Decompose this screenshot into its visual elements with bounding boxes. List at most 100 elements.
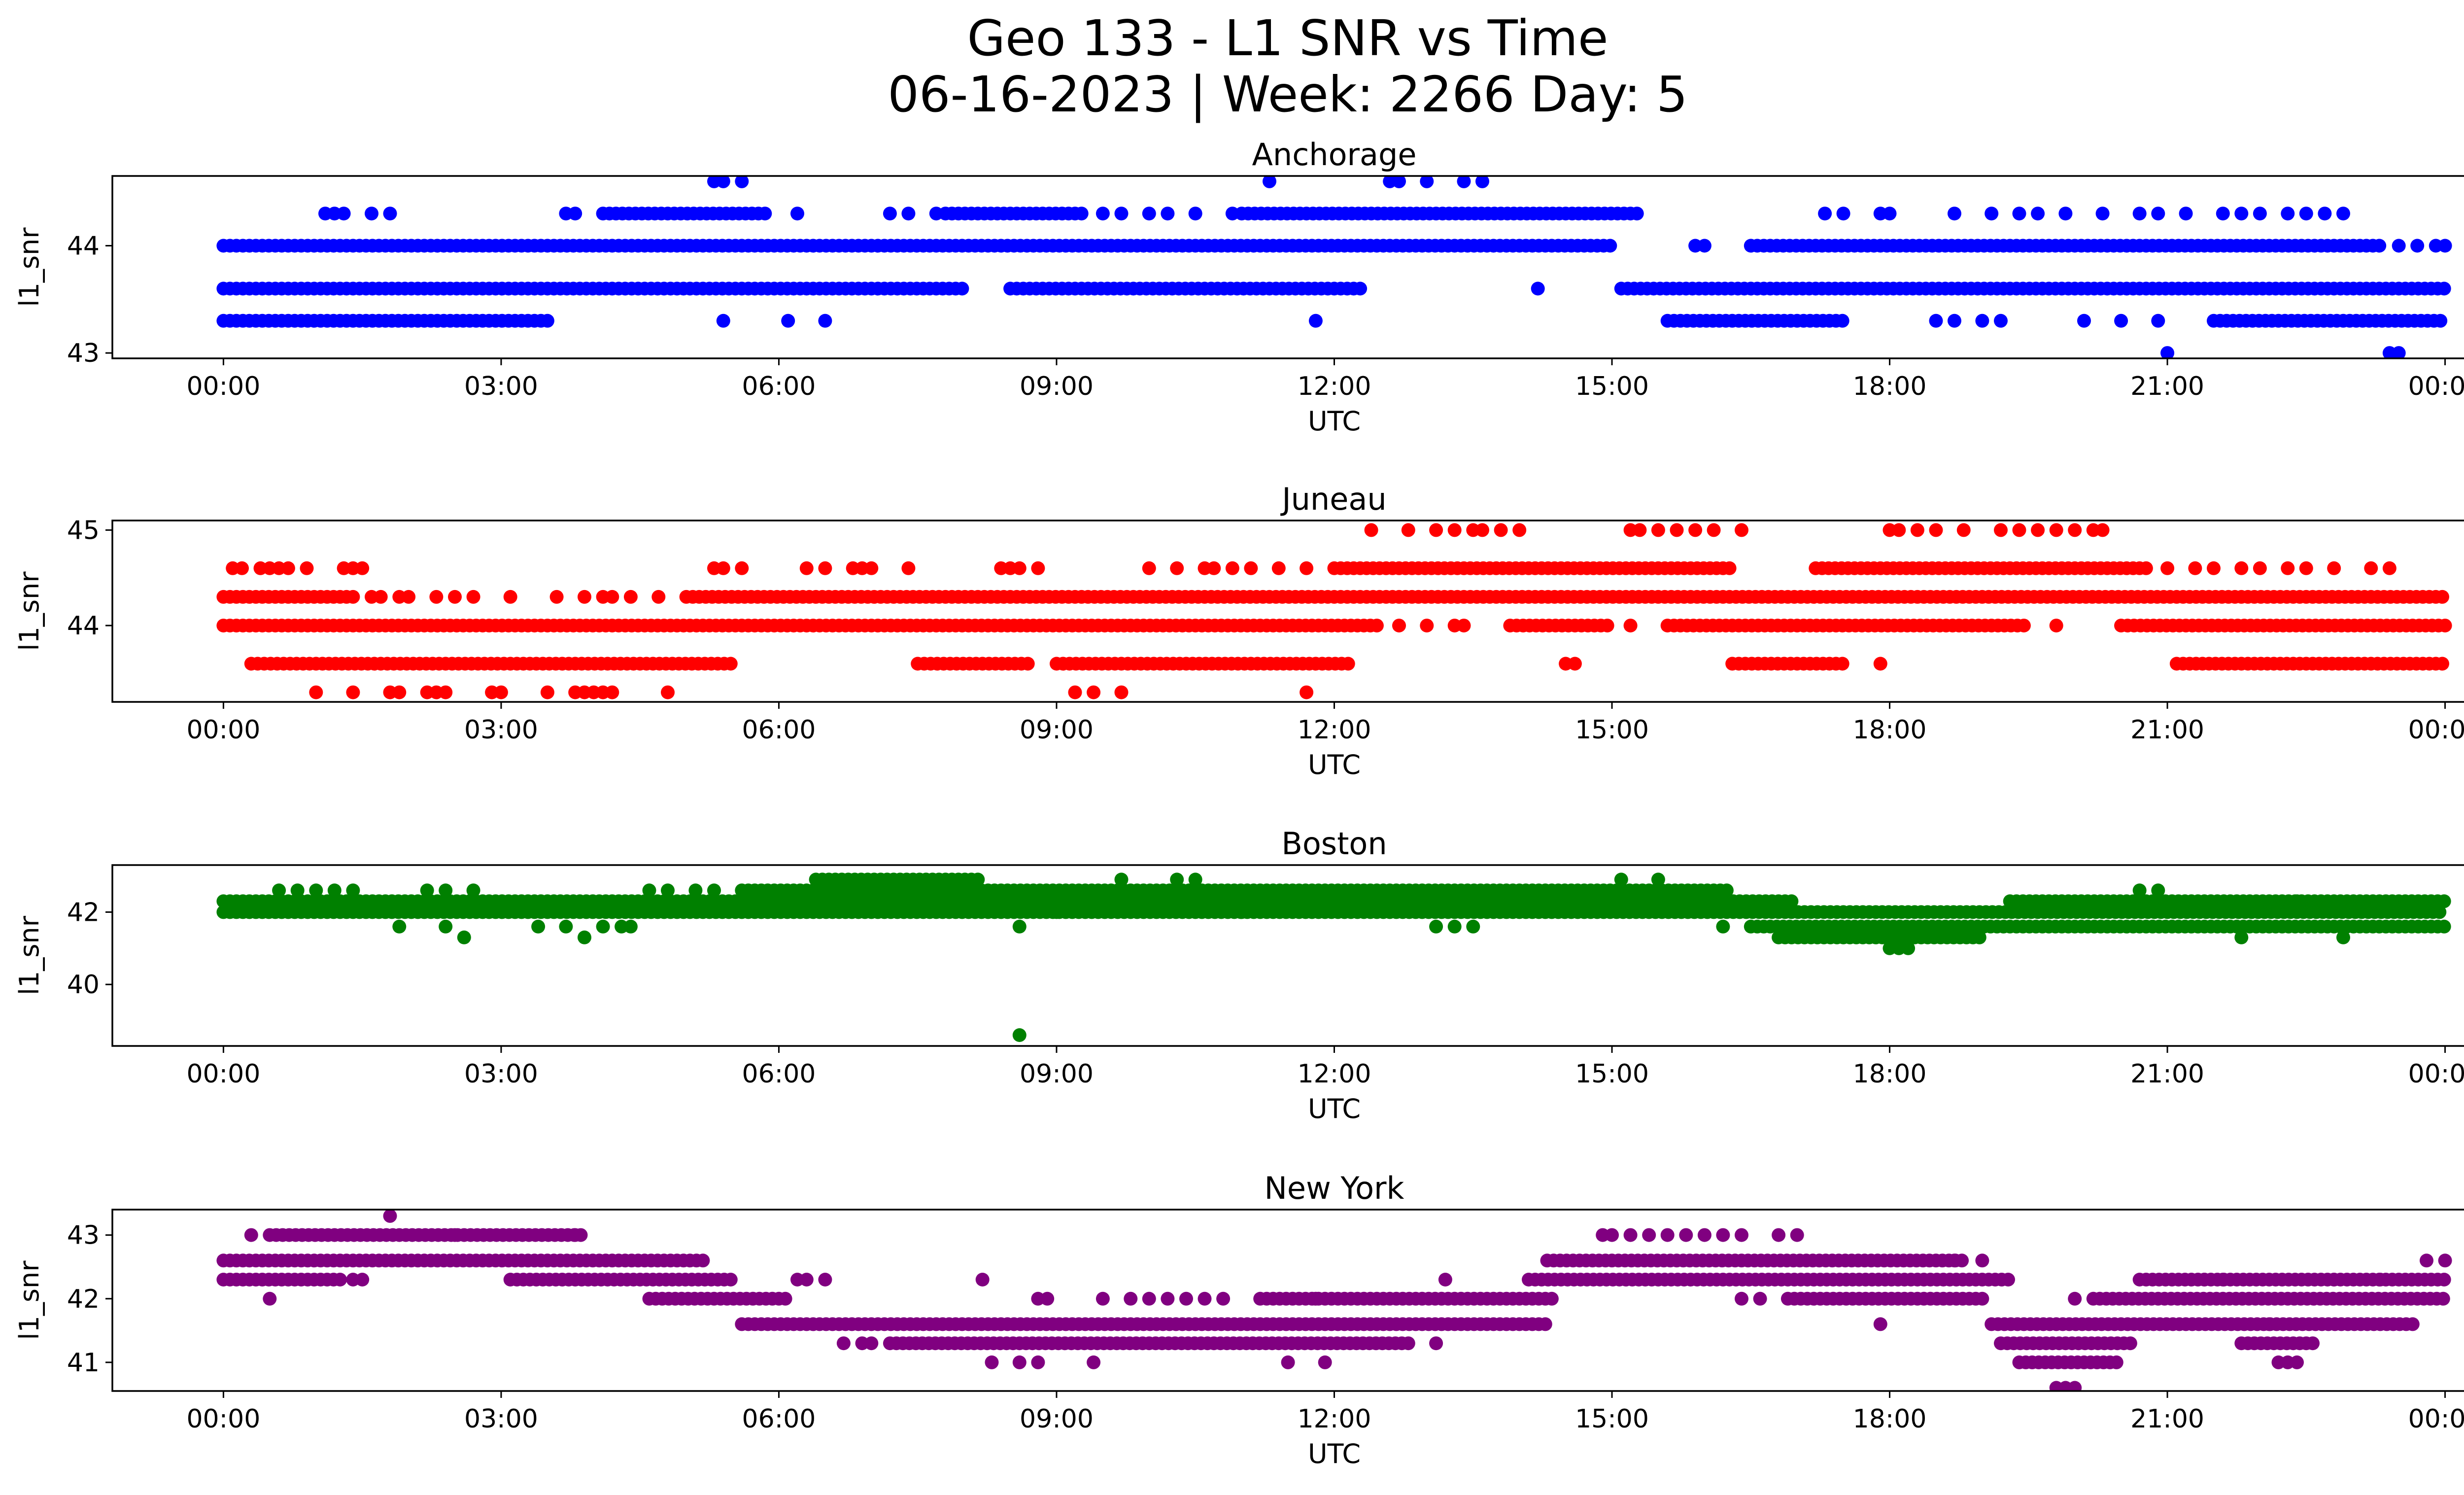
data-point — [1475, 176, 1489, 188]
data-series — [216, 872, 2451, 1042]
data-point — [799, 1273, 814, 1286]
data-point — [929, 207, 943, 221]
data-point — [2132, 207, 2147, 221]
data-point — [2068, 1381, 2082, 1391]
data-point — [2437, 894, 2451, 908]
data-point — [605, 590, 619, 604]
data-point — [2290, 1355, 2304, 1369]
data-point — [420, 883, 434, 898]
data-point — [1531, 281, 1545, 296]
data-point — [723, 1273, 738, 1286]
data-point — [1475, 523, 1489, 537]
data-point — [281, 561, 295, 575]
data-point — [1142, 1291, 1156, 1306]
data-point — [1994, 523, 2008, 537]
data-point — [568, 207, 582, 221]
data-point — [1568, 657, 1582, 671]
data-point — [864, 561, 879, 575]
data-series — [216, 176, 2452, 358]
data-point — [2420, 1253, 2433, 1268]
data-point — [1114, 207, 1129, 221]
data-point — [1031, 1355, 1045, 1369]
data-point — [2364, 561, 2378, 575]
data-point — [716, 561, 730, 575]
data-point — [568, 1228, 582, 1242]
data-point — [818, 561, 832, 575]
data-point — [1835, 313, 1849, 328]
data-point — [1308, 313, 1323, 328]
x-tick-label: 06:00 — [742, 1404, 816, 1434]
data-point — [2318, 207, 2332, 221]
data-point — [2253, 207, 2267, 221]
y-tick-label: 42 — [67, 898, 100, 927]
data-point — [1994, 313, 2008, 328]
data-point — [1716, 1228, 1730, 1242]
x-tick-label: 12:00 — [1298, 1404, 1371, 1434]
data-point — [1722, 561, 1737, 575]
y-tick-label: 43 — [67, 339, 100, 368]
data-point — [466, 590, 480, 604]
data-point — [1124, 1291, 1138, 1306]
data-point — [2234, 561, 2249, 575]
data-point — [1975, 313, 1989, 328]
data-point — [901, 561, 916, 575]
data-point — [1429, 919, 1443, 934]
data-point — [735, 176, 749, 188]
data-point — [1161, 207, 1175, 221]
data-point — [355, 1273, 370, 1286]
data-point — [540, 313, 554, 328]
data-point — [1429, 1336, 1443, 1351]
data-point — [1401, 523, 1415, 537]
y-tick-label: 44 — [67, 231, 100, 261]
data-point — [2327, 561, 2341, 575]
x-tick-label: 00:00 — [2408, 1059, 2464, 1089]
data-point — [1512, 523, 1527, 537]
data-point — [1244, 561, 1258, 575]
data-point — [975, 1273, 990, 1286]
data-point — [1447, 523, 1462, 537]
data-point — [1263, 176, 1276, 188]
data-point — [2392, 346, 2406, 358]
data-point — [1784, 894, 1799, 908]
data-point — [1114, 685, 1129, 699]
data-point — [778, 1291, 792, 1306]
data-point — [1948, 207, 1961, 221]
data-point — [2437, 919, 2451, 934]
data-point — [1630, 207, 1644, 221]
x-tick-label: 18:00 — [1853, 1404, 1927, 1434]
x-tick-label: 09:00 — [1020, 1059, 1094, 1089]
data-point — [1873, 657, 1887, 671]
data-point — [1790, 1228, 1804, 1242]
x-tick-label: 15:00 — [1575, 1059, 1649, 1089]
data-point — [1392, 176, 1406, 188]
data-point — [1948, 313, 1961, 328]
data-point — [2058, 207, 2073, 221]
data-point — [2306, 1336, 2320, 1351]
data-point — [2151, 883, 2165, 898]
data-point — [1660, 1228, 1675, 1242]
data-point — [1603, 239, 1617, 253]
data-point — [2392, 239, 2406, 253]
data-point — [2299, 207, 2313, 221]
data-point — [661, 883, 675, 898]
data-point — [2132, 883, 2147, 898]
data-point — [2435, 657, 2449, 671]
data-point — [716, 313, 730, 328]
data-point — [1679, 1228, 1693, 1242]
data-point — [327, 883, 342, 898]
data-point — [1341, 657, 1355, 671]
data-point — [439, 883, 453, 898]
data-point — [1600, 619, 1614, 633]
data-point — [623, 590, 638, 604]
data-point — [1300, 561, 1314, 575]
data-point — [1420, 619, 1434, 633]
data-point — [596, 919, 610, 934]
data-point — [439, 919, 453, 934]
x-tick-label: 00:00 — [186, 372, 260, 401]
data-point — [2095, 523, 2110, 537]
data-point — [1772, 1228, 1786, 1242]
data-point — [1271, 561, 1286, 575]
data-point — [707, 883, 721, 898]
data-point — [2114, 313, 2128, 328]
data-point — [799, 561, 814, 575]
